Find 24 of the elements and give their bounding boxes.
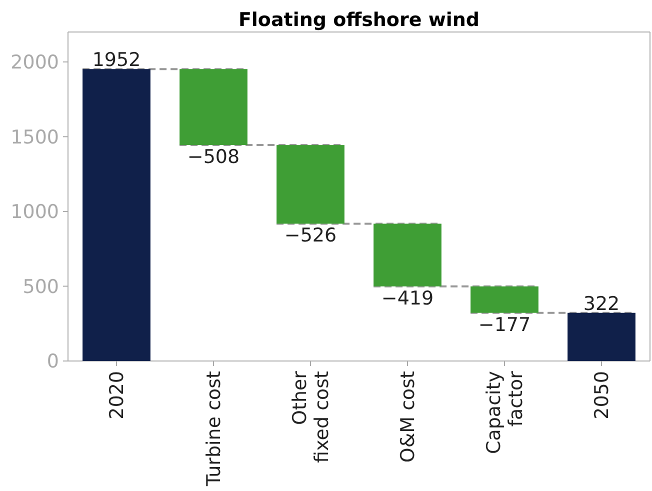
x-tick-label: O&M cost: [397, 371, 420, 463]
x-tick-label: Capacity factor: [483, 370, 528, 454]
bar: [276, 145, 344, 224]
data-label: 322: [583, 292, 620, 315]
y-tick-label: 0: [46, 350, 59, 373]
data-label: −419: [381, 287, 434, 310]
data-label: −177: [478, 314, 531, 336]
x-tick-label: Other fixed cost: [289, 370, 334, 463]
bar: [180, 69, 248, 146]
bar: [568, 312, 636, 361]
y-tick-label: 1500: [10, 126, 59, 148]
x-tick-label: 2020: [106, 371, 128, 420]
x-tick-label: 2050: [591, 371, 614, 420]
y-tick-label: 2000: [10, 52, 59, 74]
bar: [374, 224, 442, 286]
data-label: −526: [284, 224, 337, 247]
bar: [82, 69, 150, 361]
chart-title: Floating offshore wind: [238, 9, 480, 31]
data-label: −508: [187, 146, 240, 168]
bar: [470, 286, 538, 313]
y-tick-label: 1000: [10, 201, 59, 224]
x-tick-label: Turbine cost: [203, 371, 226, 488]
y-tick-label: 500: [22, 276, 59, 298]
data-label: 1952: [92, 49, 141, 72]
